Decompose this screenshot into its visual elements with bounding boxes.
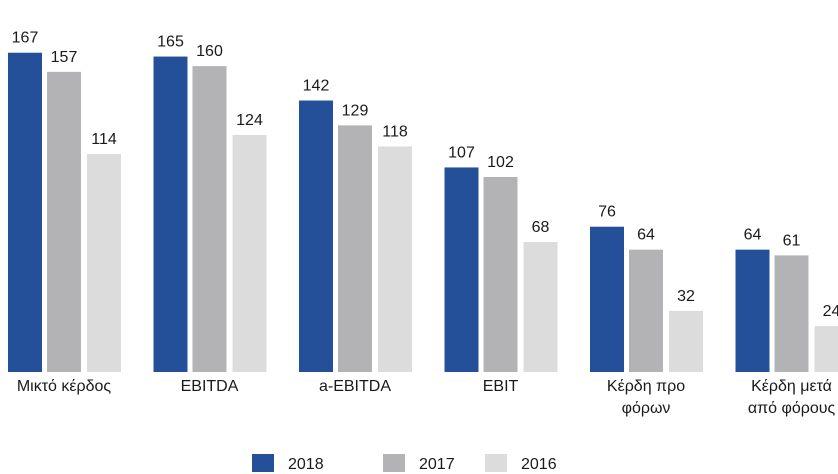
value-label: 61 — [783, 232, 801, 249]
value-label: 32 — [677, 288, 695, 305]
value-label: 167 — [12, 30, 39, 47]
legend-swatch — [383, 454, 405, 472]
bar — [153, 56, 188, 372]
value-label: 124 — [236, 112, 263, 129]
bar — [814, 326, 838, 372]
legend-label: 2016 — [521, 456, 557, 473]
value-label: 118 — [382, 123, 408, 140]
value-label: 165 — [157, 34, 184, 51]
bar — [232, 134, 267, 372]
bar — [47, 71, 81, 373]
value-label: 107 — [448, 144, 475, 161]
x-tick-label: φόρων — [622, 400, 671, 417]
legend-label: 2017 — [419, 456, 455, 473]
x-tick-label: Κέρδη μετά — [751, 378, 832, 395]
bar — [8, 52, 42, 373]
value-label: 157 — [51, 49, 78, 66]
value-label: 160 — [196, 43, 223, 60]
value-label: 142 — [303, 78, 330, 95]
bar — [338, 125, 372, 372]
bar — [590, 226, 624, 372]
bar — [669, 310, 703, 372]
x-tick-label: Μικτό κέρδος — [17, 378, 112, 395]
bar — [192, 66, 227, 372]
bar — [629, 249, 663, 372]
bar — [483, 177, 518, 372]
bar — [87, 154, 121, 372]
bar — [299, 100, 333, 372]
value-label: 24 — [823, 303, 838, 320]
x-tick-label: από φόρους — [748, 400, 836, 417]
bar — [444, 167, 479, 372]
value-label: 68 — [532, 219, 550, 236]
legend-swatch — [485, 454, 507, 472]
legend-label: 2018 — [288, 456, 324, 473]
bar — [735, 249, 770, 372]
value-label: 129 — [342, 102, 369, 119]
x-tick-label: a-EBITDA — [319, 378, 391, 395]
x-tick-label: EBITDA — [181, 378, 239, 395]
bar — [378, 146, 412, 372]
x-tick-label: Κέρδη προ — [607, 378, 685, 395]
x-tick-label: EBIT — [483, 378, 519, 395]
bar — [523, 242, 558, 372]
value-label: 102 — [487, 154, 514, 171]
value-label: 64 — [744, 227, 762, 244]
value-label: 76 — [598, 204, 616, 221]
legend-swatch — [252, 454, 274, 472]
bar — [774, 255, 809, 372]
value-label: 114 — [91, 131, 117, 148]
value-label: 64 — [637, 227, 655, 244]
